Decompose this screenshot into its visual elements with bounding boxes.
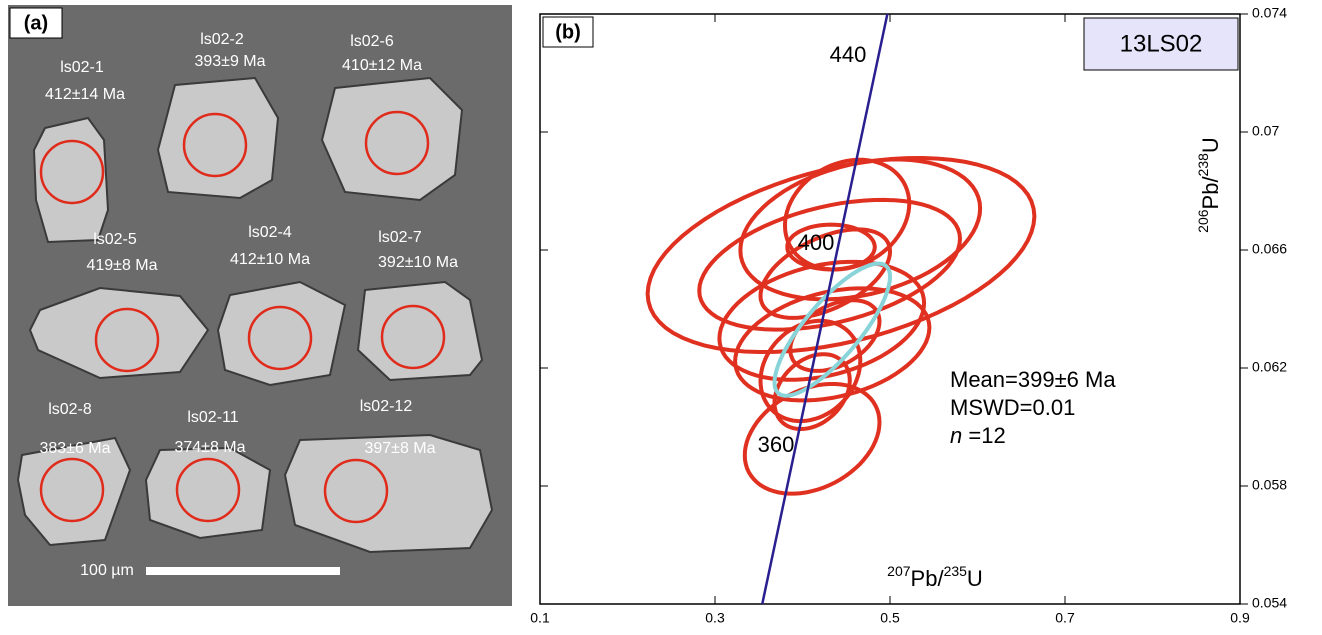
y-tick-label: 0.074 (1252, 5, 1287, 21)
scale-bar-label: 100 µm (80, 562, 134, 579)
plot-frame (539, 13, 1241, 605)
error-ellipse (733, 286, 932, 403)
error-ellipse (738, 157, 983, 302)
analysis-spot (175, 457, 241, 523)
grain-name: ls02-5 (93, 231, 137, 248)
stat-n: n =12 (950, 423, 1006, 448)
grain-name: ls02-1 (60, 59, 104, 76)
n-symbol: n (950, 423, 962, 448)
panel-label: (a) (24, 12, 48, 34)
grain-name: ls02-12 (360, 398, 413, 415)
grain-age: 383±6 Ma (39, 440, 110, 457)
grain-name: ls02-8 (48, 401, 92, 418)
panel-label-box (9, 7, 63, 39)
x-tick-label: 0.9 (1230, 610, 1250, 626)
analysis-spot (94, 307, 160, 373)
grain-name: ls02-6 (350, 33, 394, 50)
stat-mswd: MSWD=0.01 (950, 395, 1075, 420)
grain-age: 419±8 Ma (86, 257, 157, 274)
y-tick-label: 0.062 (1252, 359, 1287, 375)
zircon-grain (283, 433, 494, 554)
error-ellipse (645, 155, 1037, 355)
analysis-spot (247, 305, 313, 371)
y-tick-label: 0.066 (1252, 241, 1287, 257)
grain-age: 393±9 Ma (194, 53, 265, 70)
grain-age: 392±10 Ma (378, 254, 458, 271)
analysis-spot (182, 112, 248, 178)
zircon-grain (320, 76, 464, 202)
grain-age: 397±8 Ma (364, 440, 435, 457)
error-ellipse (788, 298, 882, 373)
label: U (967, 566, 983, 591)
panel-label-box (542, 16, 594, 48)
grain-name: ls02-7 (378, 229, 422, 246)
grain-age: 410±12 Ma (342, 57, 422, 74)
error-ellipse (782, 157, 912, 272)
zircon-grain (16, 436, 132, 547)
n-value: =12 (962, 423, 1005, 448)
label: U (1198, 137, 1223, 153)
zircon-grain (356, 280, 484, 382)
sample-label: 13LS02 (1120, 30, 1203, 57)
error-ellipse (758, 227, 893, 320)
concordia-age: 440 (830, 42, 867, 67)
grain-name: ls02-11 (187, 409, 238, 426)
grain-name: ls02-2 (200, 31, 244, 48)
error-ellipse (758, 318, 863, 424)
label: Pb/ (1198, 176, 1223, 210)
sup: 238 (1195, 153, 1211, 177)
y-tick-label: 0.054 (1252, 595, 1287, 611)
sup: 235 (944, 563, 968, 579)
error-ellipse (742, 382, 882, 496)
analysis-spot (380, 304, 446, 370)
stat-mean: Mean=399±6 Ma (950, 367, 1116, 392)
concordia-age: 400 (798, 230, 835, 255)
y-axis-label: 206Pb/238U (1195, 137, 1223, 233)
sup: 207 (887, 563, 911, 579)
panel-label: (b) (555, 21, 581, 43)
sample-box (1083, 17, 1239, 71)
label: Pb/ (911, 566, 945, 591)
concordia-age: 360 (758, 432, 795, 457)
x-tick-label: 0.7 (1055, 610, 1075, 626)
analysis-spot (364, 110, 430, 176)
concordia-line (761, 13, 889, 605)
zircon-grain (28, 286, 210, 380)
grain-name: ls02-4 (248, 224, 292, 241)
x-tick-label: 0.3 (705, 610, 725, 626)
analysis-spot (39, 139, 105, 205)
grain-age: 412±10 Ma (230, 251, 310, 268)
zircon-grain (32, 116, 110, 244)
zircon-grain (144, 446, 272, 540)
grain-age: 374±8 Ma (174, 439, 245, 456)
y-tick-label: 0.07 (1252, 123, 1279, 139)
zircon-grain (156, 76, 280, 200)
x-tick-label: 0.1 (530, 610, 550, 626)
analysis-spot (323, 458, 389, 524)
x-tick-label: 0.5 (880, 610, 900, 626)
error-ellipse (697, 197, 963, 332)
analysis-spot (39, 457, 105, 523)
mean-ellipse (772, 261, 893, 398)
y-tick-label: 0.058 (1252, 477, 1287, 493)
grain-age: 412±14 Ma (45, 86, 125, 103)
sup: 206 (1195, 209, 1211, 233)
x-axis-label: 207Pb/235U (887, 563, 983, 591)
zircon-grain (216, 280, 347, 387)
